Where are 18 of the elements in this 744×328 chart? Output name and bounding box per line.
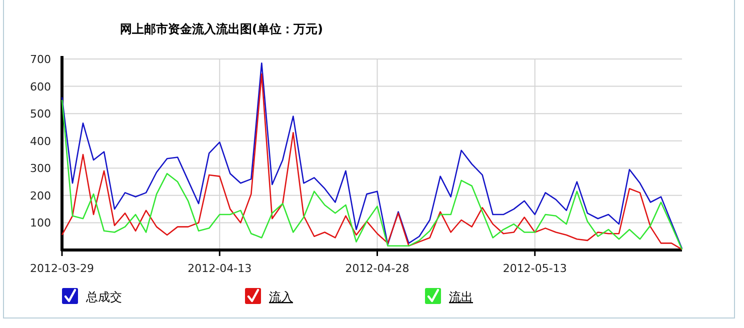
y-tick-label: 600 — [30, 80, 51, 94]
legend-label: 总成交 — [85, 290, 122, 304]
y-tick-label: 200 — [30, 189, 51, 202]
legend-item: 总成交 — [62, 288, 122, 304]
y-tick-label: 700 — [30, 53, 51, 66]
legend-item: 流出 — [425, 288, 473, 304]
y-tick-label: 400 — [30, 134, 51, 148]
y-tick-label: 500 — [30, 108, 51, 121]
legend-item: 流入 — [245, 288, 293, 304]
legend-label: 流入 — [269, 290, 293, 304]
x-tick-label: 2012-04-28 — [345, 262, 410, 275]
x-tick-label: 2012-05-13 — [502, 262, 567, 275]
y-tick-label: 300 — [30, 162, 51, 176]
y-tick-label: 100 — [30, 216, 51, 230]
x-tick-label: 2012-04-13 — [188, 262, 252, 275]
chart-title: 网上邮市资金流入流出图(单位：万元) — [120, 22, 323, 36]
legend-label: 流出 — [449, 290, 473, 304]
x-tick-label: 2012-03-29 — [30, 262, 94, 275]
